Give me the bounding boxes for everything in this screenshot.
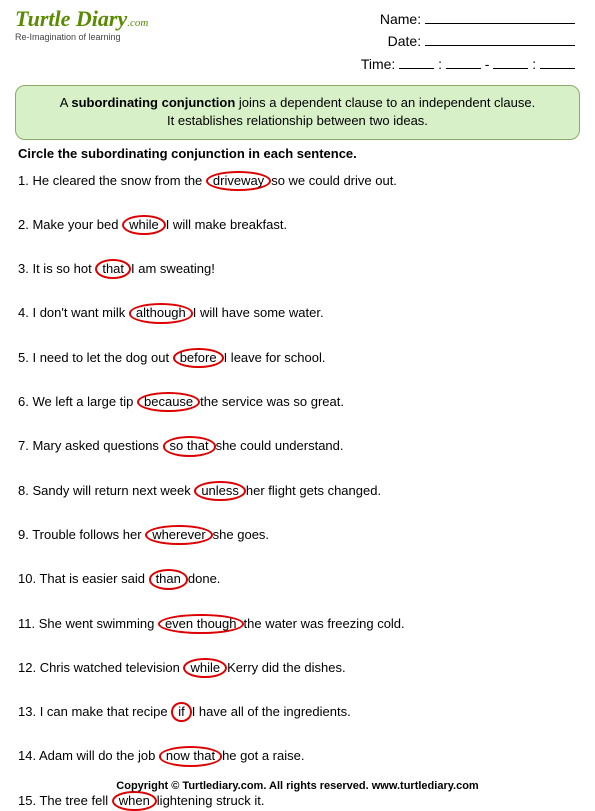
time-m2[interactable] <box>540 55 575 69</box>
circled-word: so that <box>163 436 216 456</box>
sentence-item: 11. She went swimming even thoughthe wat… <box>18 614 577 634</box>
sentence-post: the service was so great. <box>200 394 344 409</box>
sentence-number: 7. <box>18 438 32 453</box>
instr-2: It establishes relationship between two … <box>167 113 428 128</box>
sentence-pre: Chris watched television <box>40 660 184 675</box>
sentence-pre: Adam will do the job <box>39 748 159 763</box>
sentence-post: I am sweating! <box>131 261 215 276</box>
sentence-item: 2. Make your bed whileI will make breakf… <box>18 215 577 235</box>
time-label: Time: <box>361 56 395 72</box>
time-m1[interactable] <box>446 55 481 69</box>
sentence-item: 9. Trouble follows her wherevershe goes. <box>18 525 577 545</box>
footer: Copyright © Turtlediary.com. All rights … <box>0 780 595 792</box>
sentence-item: 7. Mary asked questions so thatshe could… <box>18 436 577 456</box>
circled-word: than <box>149 569 188 589</box>
instr-1b: joins a dependent clause to an independe… <box>235 95 535 110</box>
sentence-pre: Trouble follows her <box>32 527 145 542</box>
sentence-item: 5. I need to let the dog out beforeI lea… <box>18 348 577 368</box>
sentence-number: 1. <box>18 173 32 188</box>
sentence-post: so we could drive out. <box>271 173 397 188</box>
sentence-pre: He cleared the snow from the <box>32 173 205 188</box>
circled-word: that <box>95 259 131 279</box>
sentence-pre: We left a large tip <box>32 394 137 409</box>
sentence-item: 10. That is easier said thandone. <box>18 569 577 589</box>
sentence-item: 13. I can make that recipe ifI have all … <box>18 702 577 722</box>
sentence-number: 2. <box>18 217 32 232</box>
sentence-number: 9. <box>18 527 32 542</box>
date-line[interactable] <box>425 32 575 46</box>
sentence-pre: Sandy will return next week <box>32 483 194 498</box>
sentence-number: 3. <box>18 261 32 276</box>
directions: Circle the subordinating conjunction in … <box>18 146 577 161</box>
sentence-pre: She went swimming <box>39 616 158 631</box>
sentence-item: 6. We left a large tip becausethe servic… <box>18 392 577 412</box>
sentence-post: her flight gets changed. <box>246 483 381 498</box>
instruction-box: A subordinating conjunction joins a depe… <box>15 85 580 139</box>
sentence-post: I leave for school. <box>224 350 326 365</box>
sentence-pre: I need to let the dog out <box>32 350 172 365</box>
sentence-item: 15. The tree fell whenlightening struck … <box>18 791 577 811</box>
sentence-post: I will make breakfast. <box>166 217 287 232</box>
sentence-pre: It is so hot <box>32 261 95 276</box>
logo-main: Turtle Diary <box>15 6 127 31</box>
info-fields: Name: Date: Time: : - : <box>361 8 575 75</box>
header: Turtle Diary.com Re-Imagination of learn… <box>0 0 595 79</box>
instr-1a: A <box>60 95 72 110</box>
circled-word: when <box>112 791 157 811</box>
name-label: Name: <box>380 11 421 27</box>
sentence-pre: That is easier said <box>39 571 148 586</box>
sentence-post: he got a raise. <box>222 748 304 763</box>
sentence-pre: I can make that recipe <box>40 704 172 719</box>
sentence-number: 6. <box>18 394 32 409</box>
sentence-post: the water was freezing cold. <box>244 616 405 631</box>
sentence-number: 11. <box>18 616 39 631</box>
circled-word: now that <box>159 746 222 766</box>
instr-bold: subordinating conjunction <box>71 95 235 110</box>
circled-word: driveway <box>206 171 271 191</box>
sentence-number: 13. <box>18 704 40 719</box>
sentence-pre: Make your bed <box>32 217 122 232</box>
sentence-post: I have all of the ingredients. <box>192 704 351 719</box>
sentence-pre: Mary asked questions <box>32 438 162 453</box>
sentence-item: 8. Sandy will return next week unlessher… <box>18 481 577 501</box>
sentence-item: 4. I don't want milk althoughI will have… <box>18 303 577 323</box>
sentence-number: 14. <box>18 748 39 763</box>
circled-word: because <box>137 392 200 412</box>
sentence-item: 1. He cleared the snow from the driveway… <box>18 171 577 191</box>
time-h2[interactable] <box>493 55 528 69</box>
date-label: Date: <box>388 33 421 49</box>
sentence-post: done. <box>188 571 221 586</box>
sentence-number: 15. <box>18 793 39 808</box>
sentence-list: 1. He cleared the snow from the driveway… <box>18 171 577 811</box>
circled-word: even though <box>158 614 244 634</box>
sentence-number: 12. <box>18 660 40 675</box>
sentence-post: lightening struck it. <box>157 793 265 808</box>
time-h1[interactable] <box>399 55 434 69</box>
logo-tagline: Re-Imagination of learning <box>15 32 148 42</box>
sentence-item: 3. It is so hot thatI am sweating! <box>18 259 577 279</box>
sentence-post: she goes. <box>213 527 269 542</box>
circled-word: unless <box>194 481 246 501</box>
sentence-pre: The tree fell <box>39 793 111 808</box>
circled-word: wherever <box>145 525 212 545</box>
sentence-number: 10. <box>18 571 39 586</box>
sentence-number: 8. <box>18 483 32 498</box>
sentence-item: 14. Adam will do the job now thathe got … <box>18 746 577 766</box>
circled-word: before <box>173 348 224 368</box>
sentence-post: I will have some water. <box>193 305 324 320</box>
sentence-item: 12. Chris watched television whileKerry … <box>18 658 577 678</box>
sentence-post: she could understand. <box>216 438 344 453</box>
circled-word: while <box>183 658 227 678</box>
circled-word: although <box>129 303 193 323</box>
sentence-number: 4. <box>18 305 32 320</box>
logo-area: Turtle Diary.com Re-Imagination of learn… <box>15 8 148 75</box>
circled-word: while <box>122 215 166 235</box>
name-line[interactable] <box>425 10 575 24</box>
logo-sub: .com <box>127 17 148 29</box>
sentence-post: Kerry did the dishes. <box>227 660 346 675</box>
sentence-pre: I don't want milk <box>32 305 128 320</box>
circled-word: if <box>171 702 192 722</box>
sentence-number: 5. <box>18 350 32 365</box>
